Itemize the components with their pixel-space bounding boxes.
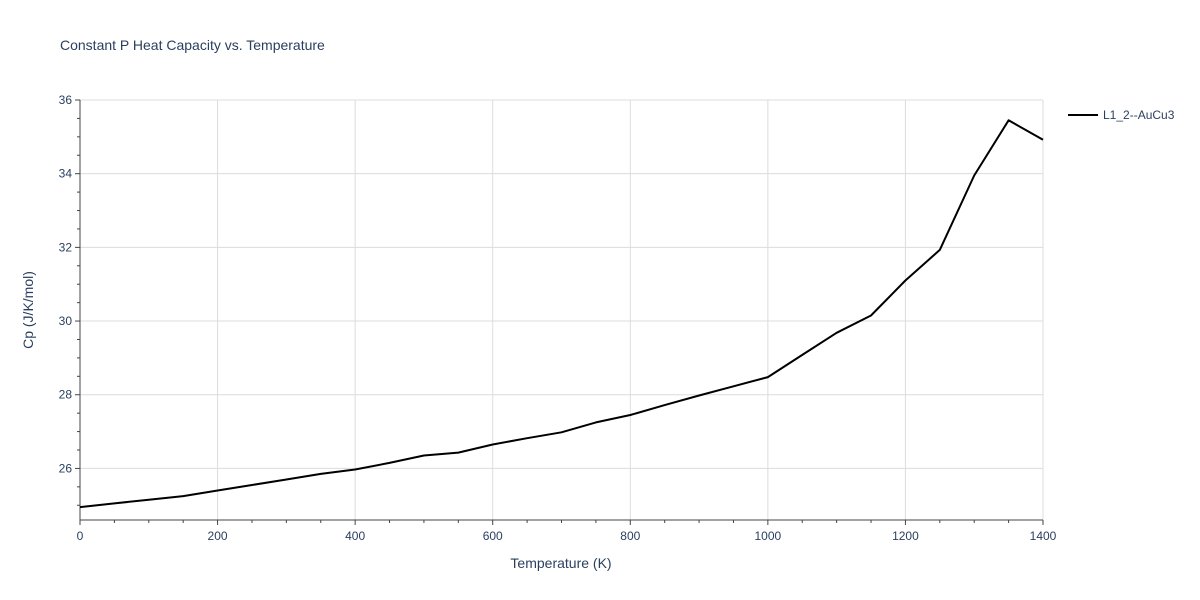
x-tick-label: 600 <box>483 529 503 543</box>
x-tick-label: 1400 <box>1030 529 1057 543</box>
legend-item-label: L1_2--AuCu3 <box>1103 108 1175 122</box>
x-tick-label: 400 <box>345 529 365 543</box>
y-tick-label: 30 <box>59 314 73 328</box>
x-tick-label: 1200 <box>892 529 919 543</box>
legend[interactable]: L1_2--AuCu3 <box>1068 108 1175 122</box>
x-tick-label: 1000 <box>755 529 782 543</box>
y-axis-title: Cp (J/K/mol) <box>20 271 36 349</box>
y-tick-label: 28 <box>59 388 73 402</box>
x-axis-title: Temperature (K) <box>510 555 611 571</box>
x-tick-label: 0 <box>77 529 84 543</box>
chart-title: Constant P Heat Capacity vs. Temperature <box>60 37 325 53</box>
series-layer <box>79 119 1044 509</box>
grid-lines <box>80 99 1044 520</box>
y-tick-label: 34 <box>59 167 73 181</box>
y-tick-label: 32 <box>59 240 73 254</box>
y-tick-label: 26 <box>59 461 73 475</box>
axes: 0 200 400 600 800 1000 1200 1400 26 28 30 32 34 36 <box>59 93 1057 543</box>
series-line[interactable] <box>79 119 1044 509</box>
x-tick-label: 200 <box>208 529 228 543</box>
y-tick-label: 36 <box>59 93 73 107</box>
x-tick-label: 800 <box>620 529 640 543</box>
